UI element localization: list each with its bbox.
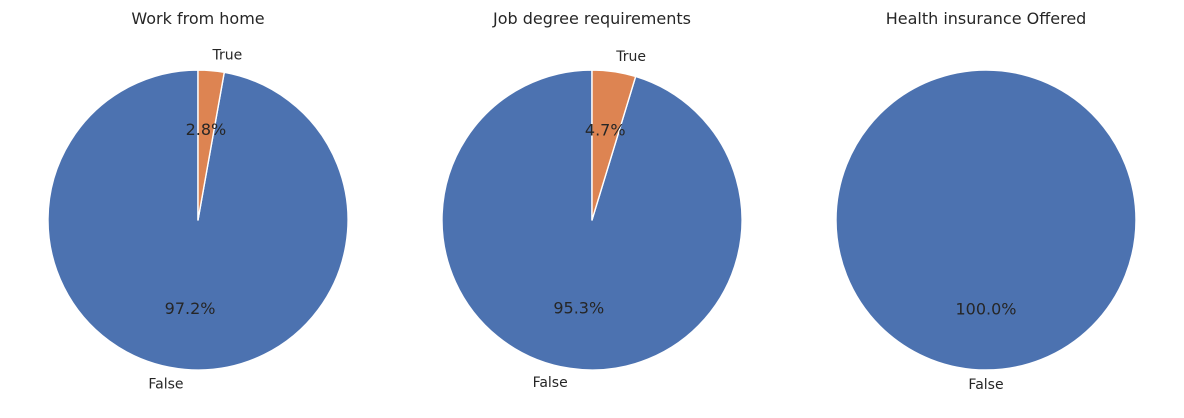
chart-title: Health insurance Offered	[886, 9, 1087, 28]
pie-chart-job-degree-requirements: Job degree requirements False 95.3% True 4.…	[441, 9, 743, 391]
chart-title: Job degree requirements	[492, 9, 691, 28]
slice-percent-label: 97.2%	[165, 299, 216, 318]
slice-category-label: False	[148, 376, 183, 392]
pie-slice-false	[835, 69, 1137, 371]
slice-category-label: True	[615, 49, 646, 65]
slice-category-label: False	[533, 375, 568, 391]
pie-slice-true	[197, 69, 225, 221]
pie-chart-health-insurance-offered: Health insurance Offered False 100.0%	[835, 9, 1137, 393]
slice-percent-label: 2.8%	[186, 120, 227, 139]
slice-percent-label: 95.3%	[553, 299, 604, 318]
slice-percent-label: 4.7%	[585, 120, 626, 139]
pie-chart-work-from-home: Work from home False 97.2% True 2.8%	[47, 9, 349, 392]
slice-category-label: False	[968, 377, 1003, 393]
slice-percent-label: 100.0%	[955, 300, 1016, 319]
pie-slice-true	[591, 69, 637, 221]
slice-category-label: True	[211, 48, 242, 64]
chart-title: Work from home	[131, 9, 264, 28]
